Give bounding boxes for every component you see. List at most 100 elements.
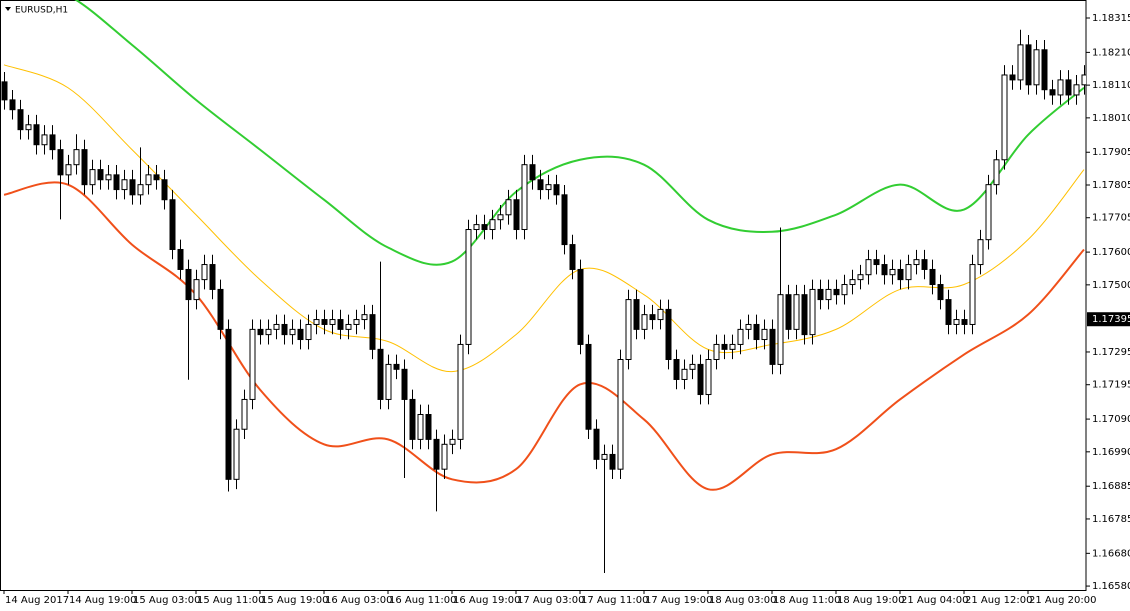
candle-body bbox=[649, 314, 656, 321]
candle-body bbox=[1001, 74, 1008, 161]
candle-body bbox=[385, 363, 392, 400]
candle-body bbox=[393, 363, 400, 370]
candle-body bbox=[1041, 49, 1048, 91]
candle-body bbox=[41, 134, 48, 146]
candle-body bbox=[465, 229, 472, 345]
candle-body bbox=[281, 323, 288, 336]
candle-body bbox=[601, 453, 608, 460]
x-tick-label: 15 Aug 19:00 bbox=[261, 595, 328, 606]
candle-body bbox=[481, 224, 488, 231]
candle-body bbox=[697, 363, 704, 396]
candle-body bbox=[1033, 49, 1040, 86]
candle-body bbox=[361, 314, 368, 321]
candle-body bbox=[841, 284, 848, 296]
candle-body bbox=[993, 159, 1000, 186]
candle-body bbox=[33, 124, 40, 146]
candle-body bbox=[241, 398, 248, 430]
candle-body bbox=[337, 319, 344, 330]
candle-body bbox=[825, 288, 832, 301]
y-tick-label: 1.18110 bbox=[1092, 80, 1130, 91]
plot-area bbox=[1, 0, 1086, 573]
candle-body bbox=[881, 264, 888, 276]
candle-body bbox=[353, 319, 360, 325]
candle-body bbox=[561, 194, 568, 246]
candle-body bbox=[625, 299, 632, 361]
candle-body bbox=[249, 328, 256, 400]
y-tick-label: 1.17295 bbox=[1092, 347, 1130, 358]
candle-body bbox=[401, 368, 408, 400]
y-tick-label: 1.17705 bbox=[1092, 213, 1130, 224]
candle-body bbox=[297, 328, 304, 341]
x-tick-label: 18 Aug 19:00 bbox=[837, 595, 904, 606]
candle-body bbox=[209, 264, 216, 290]
candle-body bbox=[369, 314, 376, 350]
y-tick-label: 1.18315 bbox=[1092, 13, 1130, 24]
candle-body bbox=[665, 308, 672, 361]
candle-body bbox=[617, 359, 624, 470]
candle-body bbox=[89, 169, 96, 186]
candle-body bbox=[25, 124, 32, 131]
candle-body bbox=[105, 174, 112, 181]
candle-body bbox=[265, 328, 272, 336]
candle-body bbox=[1, 81, 8, 101]
candle-body bbox=[889, 268, 896, 276]
band-line bbox=[74, 0, 1085, 266]
candle-body bbox=[873, 259, 880, 266]
candle-body bbox=[545, 184, 552, 191]
candle-body bbox=[569, 244, 576, 270]
candle-body bbox=[177, 248, 184, 270]
candle-body bbox=[729, 343, 736, 350]
x-tick-label: 14 Aug 19:00 bbox=[69, 595, 136, 606]
candle-body bbox=[801, 294, 808, 336]
candle-body bbox=[961, 319, 968, 325]
candle-body bbox=[321, 319, 328, 325]
candle-body bbox=[553, 184, 560, 196]
candle-body bbox=[1017, 44, 1024, 81]
candle-body bbox=[1065, 79, 1072, 96]
candle-body bbox=[1081, 74, 1086, 86]
candle-body bbox=[761, 328, 768, 341]
chart-title: EURUSD,H1 bbox=[15, 6, 68, 16]
candle-body bbox=[913, 259, 920, 266]
candle-body bbox=[769, 328, 776, 365]
candle-body bbox=[897, 268, 904, 281]
candle-body bbox=[857, 274, 864, 281]
candle-body bbox=[417, 414, 424, 440]
candle-body bbox=[577, 268, 584, 345]
candle-body bbox=[497, 214, 504, 221]
candle-body bbox=[73, 149, 80, 166]
current-price-box bbox=[1087, 312, 1130, 327]
candle-body bbox=[17, 109, 24, 131]
candle-body bbox=[681, 368, 688, 380]
candle-body bbox=[713, 343, 720, 361]
x-tick-label: 17 Aug 19:00 bbox=[645, 595, 712, 606]
x-tick-label: 18 Aug 11:00 bbox=[773, 595, 840, 606]
candle-body bbox=[345, 323, 352, 330]
current-price-label: 1.17395 bbox=[1092, 314, 1130, 325]
candle-body bbox=[305, 323, 312, 341]
candle-body bbox=[929, 268, 936, 286]
candle-body bbox=[1073, 84, 1080, 96]
candle-body bbox=[657, 308, 664, 321]
candle-body bbox=[985, 184, 992, 241]
candle-body bbox=[49, 134, 56, 151]
candle-body bbox=[809, 288, 816, 336]
candle-body bbox=[585, 343, 592, 430]
candle-body bbox=[849, 279, 856, 286]
candle-body bbox=[9, 99, 16, 111]
y-tick-label: 1.18210 bbox=[1092, 47, 1130, 58]
menu-arrow bbox=[5, 7, 11, 11]
candle-body bbox=[225, 328, 232, 480]
candle-body bbox=[233, 428, 240, 480]
y-tick-label: 1.17090 bbox=[1092, 414, 1130, 425]
candle-body bbox=[81, 149, 88, 186]
y-tick-label: 1.17905 bbox=[1092, 147, 1130, 158]
candle-body bbox=[529, 164, 536, 181]
candle-body bbox=[185, 268, 192, 301]
candle-body bbox=[721, 343, 728, 350]
candle-body bbox=[65, 164, 72, 176]
candle-body bbox=[673, 359, 680, 380]
candle-body bbox=[537, 179, 544, 191]
candle-body bbox=[745, 323, 752, 330]
